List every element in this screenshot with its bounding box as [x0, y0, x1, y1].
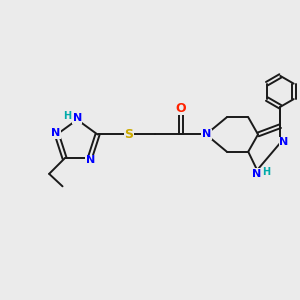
- Text: N: N: [86, 155, 95, 165]
- Text: N: N: [202, 130, 211, 140]
- Text: N: N: [73, 113, 82, 123]
- Text: H: H: [63, 111, 71, 121]
- Text: H: H: [262, 167, 271, 177]
- Text: N: N: [51, 128, 60, 138]
- Text: S: S: [124, 128, 133, 141]
- Text: N: N: [279, 137, 289, 147]
- Text: N: N: [252, 169, 261, 179]
- Text: O: O: [176, 101, 186, 115]
